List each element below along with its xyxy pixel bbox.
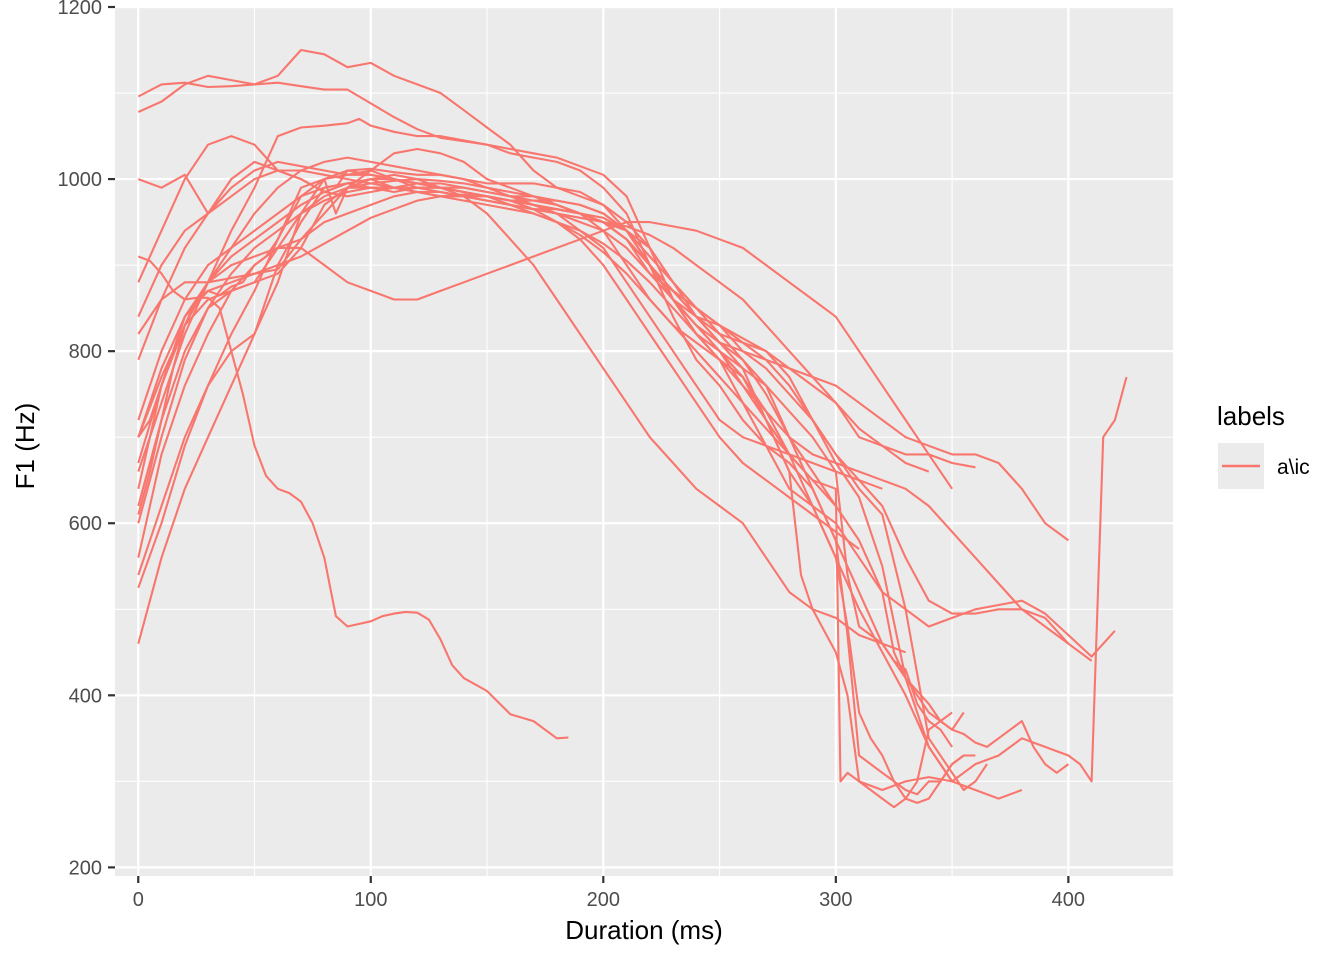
y-tick-label: 400 [69, 685, 102, 707]
y-axis: 200 400 600 800 1000 1200 [58, 0, 115, 879]
y-tick-label: 200 [69, 857, 102, 879]
legend: labels a\ic [1217, 401, 1310, 489]
legend-entry-label: a\ic [1277, 456, 1310, 479]
y-axis-title: F1 (Hz) [10, 403, 40, 490]
series-line-16 [137, 221, 953, 558]
plot-panel [115, 7, 1173, 876]
y-tick-label: 1000 [58, 169, 103, 191]
x-axis: 0 100 200 300 400 [133, 876, 1085, 911]
series-line-5 [137, 117, 976, 796]
series-line-18 [137, 173, 906, 654]
y-tick-label: 800 [69, 341, 102, 363]
series-line-22 [137, 169, 1093, 662]
series-line-21 [137, 186, 837, 524]
y-tick-label: 600 [69, 513, 102, 535]
major-gridlines [115, 5, 1173, 876]
series-lines [137, 48, 1128, 809]
series-line-19 [137, 156, 883, 490]
x-tick-label: 0 [133, 889, 144, 911]
x-tick-label: 400 [1052, 889, 1085, 911]
minor-gridlines [115, 7, 1173, 876]
series-line-20 [137, 178, 860, 550]
x-tick-label: 200 [587, 889, 620, 911]
y-tick-label: 1200 [58, 0, 103, 19]
x-tick-label: 100 [354, 889, 387, 911]
x-axis-title: Duration (ms) [565, 915, 722, 945]
legend-title: labels [1217, 401, 1285, 431]
x-tick-label: 300 [819, 889, 852, 911]
